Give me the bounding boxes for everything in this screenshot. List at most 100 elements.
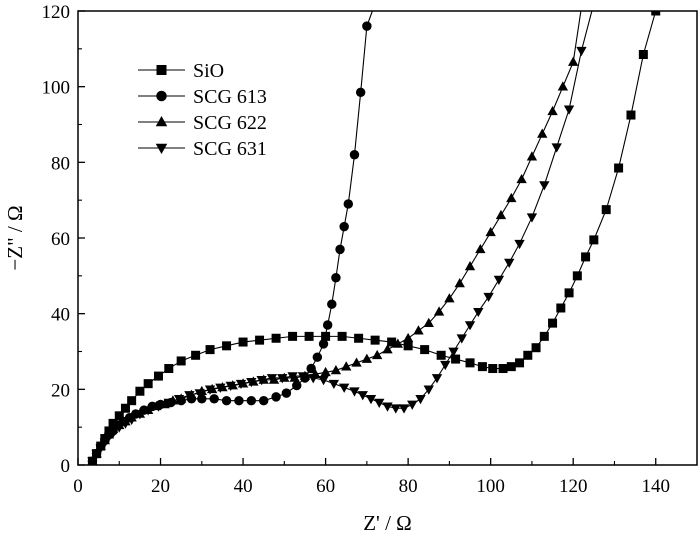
y-tick-label: 100 [42, 78, 71, 99]
data-point [515, 358, 525, 368]
data-point [651, 11, 661, 16]
data-point [398, 404, 410, 414]
data-point [306, 363, 316, 374]
data-point [539, 331, 549, 341]
data-point [498, 364, 508, 374]
data-point [354, 333, 364, 343]
data-point [258, 395, 269, 406]
data-point [288, 331, 298, 341]
data-point [281, 388, 292, 398]
data-point [382, 344, 393, 354]
y-tick-label: 20 [51, 380, 70, 401]
data-point [423, 385, 434, 395]
data-point [372, 349, 383, 360]
data-point [454, 278, 465, 288]
series-line [91, 11, 582, 462]
data-point [556, 303, 566, 313]
data-point [514, 239, 525, 250]
legend-label: SCG 631 [193, 138, 267, 160]
data-point [164, 364, 174, 374]
legend-marker [156, 65, 167, 75]
data-point [488, 364, 498, 374]
y-tick-label: 40 [51, 305, 70, 326]
data-point [328, 379, 340, 390]
data-point [551, 143, 562, 153]
series-scg-613 [87, 11, 373, 465]
data-point [433, 306, 445, 316]
y-tick-label: 0 [61, 456, 71, 477]
data-point [614, 163, 624, 173]
data-point [173, 394, 185, 405]
legend-label: SCG 622 [193, 112, 267, 134]
data-point [142, 406, 154, 416]
data-point [191, 350, 201, 360]
data-point [225, 381, 236, 391]
data-point [87, 457, 98, 465]
data-point [297, 372, 309, 382]
data-point [120, 403, 130, 413]
x-tick-label: 80 [399, 476, 418, 497]
data-point [387, 337, 397, 347]
data-point [423, 317, 434, 327]
data-point [415, 394, 426, 405]
legend: SiO SCG 613 SCG 622 SCG 631 [138, 60, 267, 160]
legend-item: SCG 613 [138, 86, 267, 108]
x-tick-label: 40 [234, 476, 253, 497]
x-tick-label: 100 [476, 476, 505, 497]
data-point [255, 335, 265, 345]
data-point [464, 321, 476, 331]
data-point [548, 318, 558, 328]
data-point [382, 402, 393, 412]
data-point [626, 110, 636, 120]
data-point [318, 339, 329, 349]
data-point [205, 345, 215, 355]
data-point [287, 372, 298, 382]
series-sio [87, 11, 661, 465]
data-point [638, 50, 648, 60]
data-point [194, 389, 205, 399]
data-point [526, 151, 538, 161]
data-point [184, 391, 195, 401]
data-point [485, 226, 496, 237]
x-axis-title: Z' / Ω [363, 511, 412, 535]
data-point [322, 320, 333, 330]
data-point [335, 244, 345, 255]
data-point [339, 221, 349, 232]
data-point [107, 429, 119, 439]
x-tick-label: 60 [316, 476, 335, 497]
data-point [392, 338, 403, 348]
data-point [349, 387, 360, 397]
legend-marker [156, 90, 167, 102]
y-tick-label: 60 [51, 229, 70, 250]
data-point [153, 371, 163, 381]
data-point [95, 444, 106, 454]
data-point [127, 396, 137, 406]
data-point [351, 357, 362, 367]
data-point [143, 379, 153, 389]
data-point [563, 105, 575, 115]
data-point [493, 275, 505, 286]
axes: 0 20 40 60 80 100 120 140 0 20 40 60 80 100 120 Z' / … [3, 2, 698, 535]
legend-marker [155, 143, 168, 154]
data-point [246, 377, 257, 388]
data-point [568, 56, 579, 66]
data-point [407, 400, 418, 410]
legend-item: SCG 622 [138, 112, 267, 134]
data-point [581, 252, 591, 262]
series-scg-631 [87, 11, 593, 465]
data-point [163, 398, 174, 408]
data-point [135, 386, 145, 396]
data-point [266, 374, 278, 384]
data-point [308, 374, 319, 384]
plot-area [87, 11, 661, 465]
data-point [444, 293, 455, 303]
data-point [235, 379, 247, 390]
data-point [390, 404, 401, 414]
data-point [531, 343, 541, 353]
y-tick-label: 120 [42, 2, 71, 23]
data-point [413, 325, 424, 335]
x-tick-label: 120 [559, 476, 588, 497]
legend-label: SiO [193, 60, 224, 82]
data-point [402, 332, 414, 343]
data-point [357, 391, 368, 401]
